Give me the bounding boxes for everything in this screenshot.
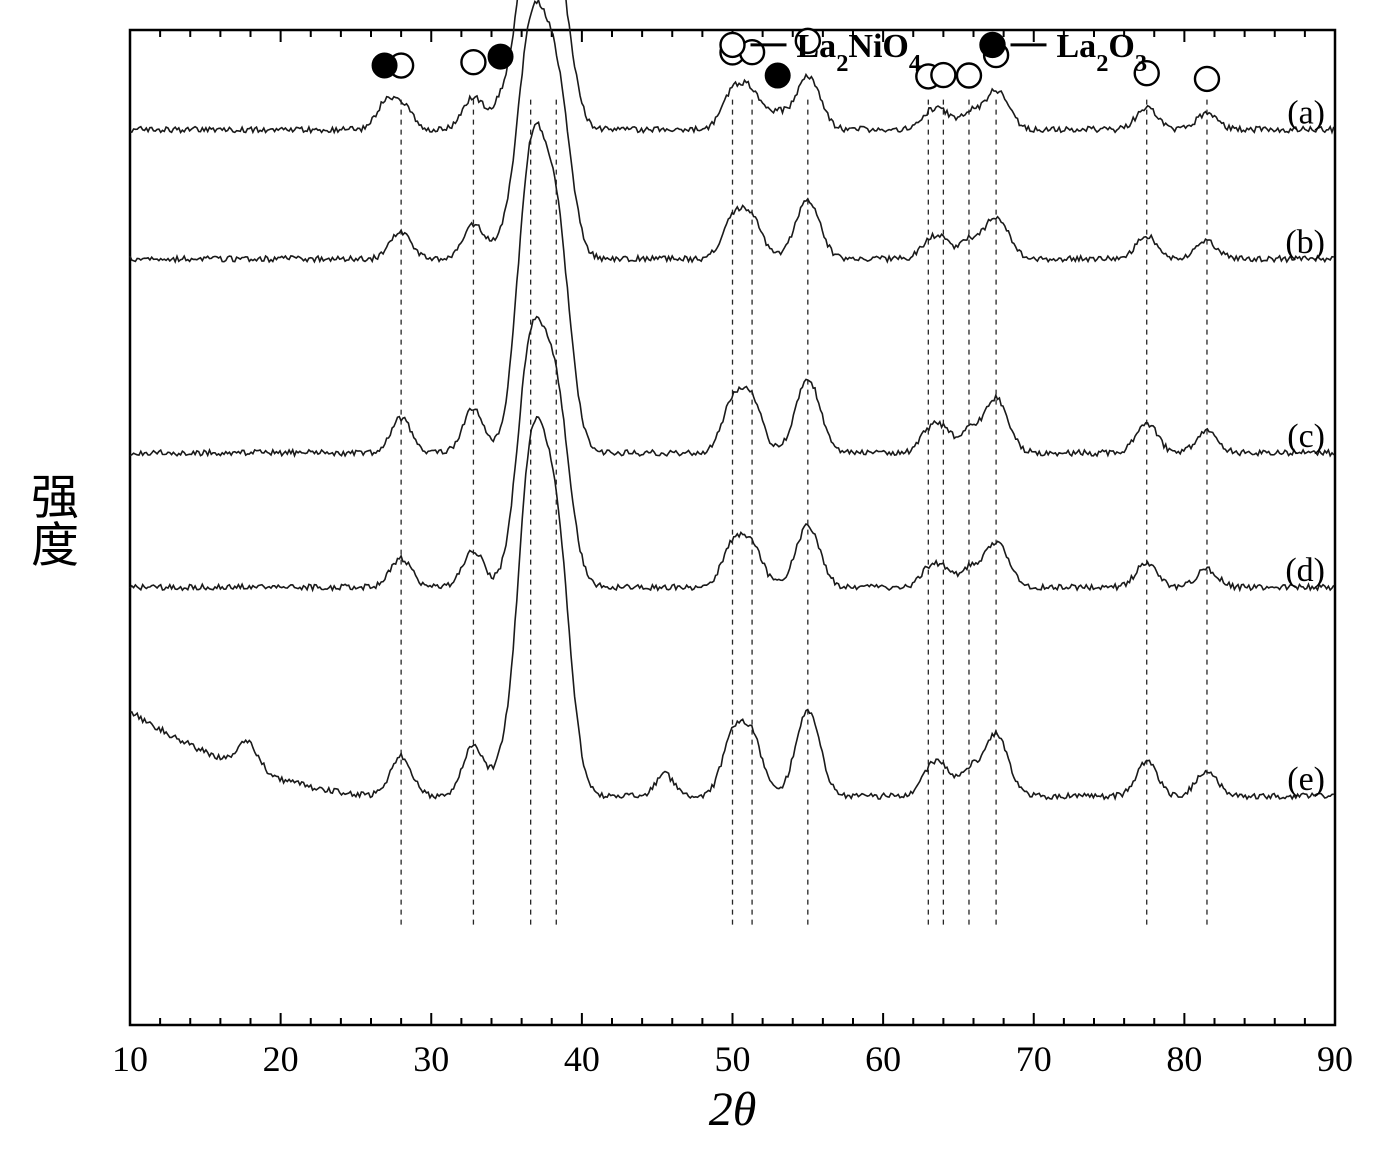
x-tick-label: 50: [715, 1039, 751, 1079]
open-circle-marker: [1195, 67, 1219, 91]
chart-svg: 10 20 30 40 50 60 70 80 90 2θ 强度 (a) (b) (c) (d) (e) La2…: [0, 0, 1385, 1155]
x-axis-label: 2θ: [709, 1083, 757, 1136]
filled-circle-marker: [373, 53, 397, 77]
y-axis-label: 强: [31, 472, 79, 525]
series-label: (e): [1287, 761, 1325, 798]
x-tick-label: 10: [112, 1039, 148, 1079]
xrd-chart: 10 20 30 40 50 60 70 80 90 2θ 强度 (a) (b) (c) (d) (e) La2…: [0, 0, 1385, 1155]
legend-label: La2NiO4: [797, 28, 922, 76]
series-label: (d): [1285, 552, 1325, 589]
x-tick-label: 40: [564, 1039, 600, 1079]
series-label: (c): [1287, 418, 1325, 455]
open-circle-marker: [931, 63, 955, 87]
series-label: (b): [1285, 224, 1325, 261]
filled-circle-icon: [981, 33, 1005, 57]
y-axis-label: 度: [31, 520, 79, 573]
x-tick-label: 70: [1016, 1039, 1052, 1079]
x-tick-label: 80: [1166, 1039, 1202, 1079]
open-circle-marker: [461, 50, 485, 74]
open-circle-icon: [721, 33, 745, 57]
filled-circle-marker: [489, 45, 513, 69]
open-circle-marker: [957, 63, 981, 87]
x-tick-label: 60: [865, 1039, 901, 1079]
x-tick-label: 30: [413, 1039, 449, 1079]
series-label: (a): [1287, 95, 1325, 132]
legend-label: La2O3: [1057, 28, 1148, 76]
filled-circle-marker: [766, 64, 790, 88]
x-tick-label: 20: [263, 1039, 299, 1079]
x-tick-label: 90: [1317, 1039, 1353, 1079]
